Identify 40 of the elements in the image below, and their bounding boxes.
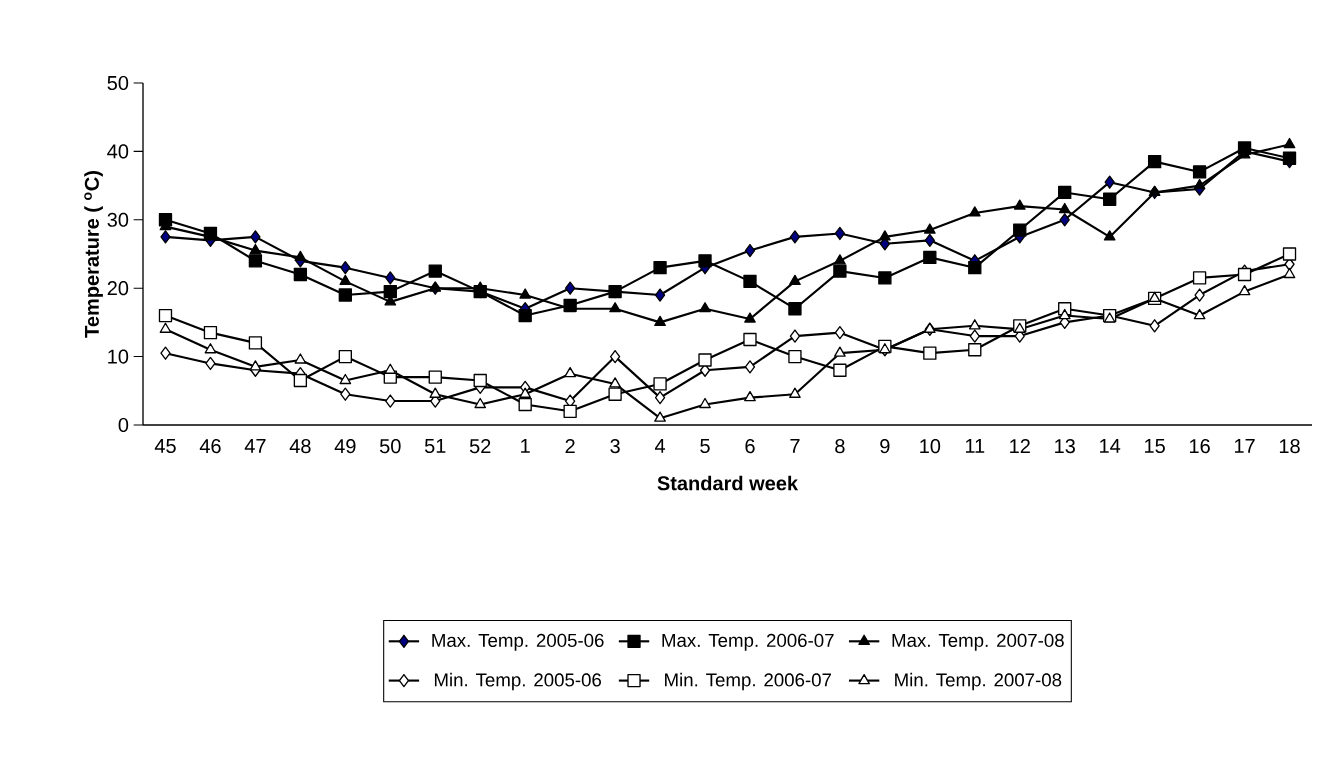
legend-label: Max. Temp. 2005-06 [432, 633, 604, 651]
legend-label: Min. Temp. 2005-06 [434, 672, 602, 691]
x-tick-label: 51 [424, 439, 446, 453]
x-tick-label: 45 [154, 439, 176, 453]
x-tick-label: 49 [334, 439, 356, 454]
x-tick-label: 7 [790, 439, 800, 453]
x-tick-label: 9 [880, 439, 890, 454]
x-tick-label: 52 [469, 439, 491, 454]
x-tick-label: 5 [700, 439, 710, 453]
x-tick-label: 47 [244, 439, 266, 453]
x-tick-label: 6 [745, 439, 755, 454]
x-tick-label: 11 [965, 439, 985, 453]
x-tick-label: 8 [835, 439, 845, 454]
x-tick-label: 17 [1234, 439, 1255, 453]
x-tick-label: 46 [199, 439, 221, 454]
legend-label: Min. Temp. 2006-07 [665, 672, 832, 691]
legend-label: Min. Temp. 2007-08 [895, 672, 1062, 691]
x-axis-title: Standard week [657, 475, 799, 491]
x-tick-label: 18 [1279, 439, 1300, 454]
y-tick-label: 20 [107, 281, 129, 296]
x-tick-label: 13 [1055, 439, 1075, 454]
legend-label: Max. Temp. 2007-08 [892, 633, 1064, 651]
y-tick-label: 10 [108, 349, 129, 364]
y-tick-label: 30 [107, 212, 129, 227]
y-tick-label: 50 [107, 75, 129, 91]
x-tick-label: 15 [1145, 439, 1165, 453]
y-tick-label: 40 [107, 144, 129, 159]
x-tick-label: 14 [1100, 439, 1121, 453]
x-tick-label: 10 [920, 439, 941, 454]
y-axis-title: Temperature ( $^{o}$C) [84, 171, 103, 338]
x-tick-label: 48 [289, 439, 311, 454]
x-tick-label: 12 [1010, 439, 1030, 453]
x-tick-label: 2 [565, 439, 575, 453]
x-tick-label: 3 [610, 439, 620, 454]
x-tick-label: 50 [379, 439, 401, 454]
x-tick-label: 1 [521, 439, 530, 453]
legend-label: Max. Temp. 2006-07 [662, 633, 834, 651]
y-tick-label: 0 [118, 417, 129, 433]
x-tick-label: 4 [654, 439, 666, 453]
x-tick-label: 16 [1190, 439, 1210, 454]
